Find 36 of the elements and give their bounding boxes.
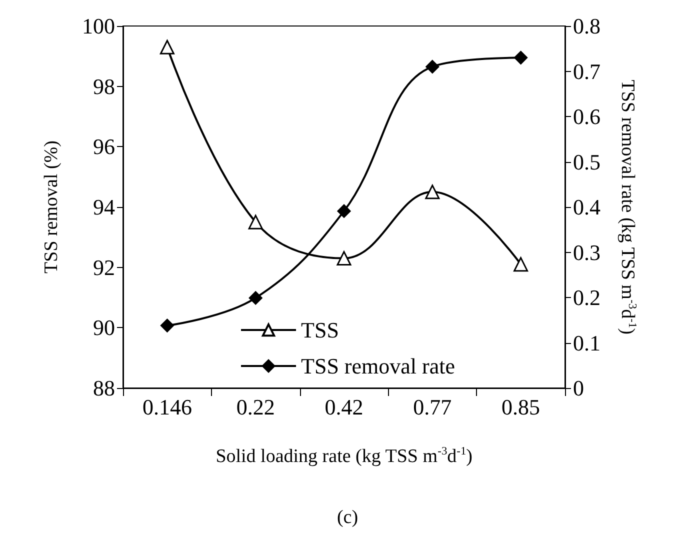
y-tick-label: 90 [93, 315, 115, 340]
point [425, 184, 440, 200]
y-tick-label: 98 [93, 74, 115, 99]
legend-label: TSS removal rate [301, 354, 455, 378]
y-tick-label: 94 [93, 194, 115, 220]
y-tick-label: 92 [93, 254, 115, 280]
y2-tick-label: 0.8 [573, 14, 600, 38]
x-tick-label: 0.146 [142, 394, 192, 420]
x-tick-label: 0.85 [502, 394, 540, 420]
y2-tick-label: 0.3 [573, 240, 600, 265]
x-tick-label: 0.77 [413, 394, 452, 420]
y2-tick-label: 0.5 [573, 149, 600, 174]
y2-tick-label: 0.7 [573, 58, 600, 84]
y2-axis-title: TSS removal rate (kg TSS m-3d-1) [616, 80, 638, 334]
point [426, 60, 440, 74]
legend-label: TSS [301, 318, 339, 342]
point [160, 318, 174, 332]
point [160, 40, 174, 54]
point [248, 214, 263, 230]
text: (c) [336, 507, 358, 528]
y2-tick-label: 0.1 [573, 330, 600, 356]
y-tick-label: 100 [82, 14, 115, 38]
point [336, 251, 352, 266]
point [337, 204, 351, 218]
y2-tick-label: 0.6 [573, 104, 600, 129]
y-tick-label: 88 [93, 376, 115, 400]
point [514, 50, 528, 64]
y-tick-label: 96 [93, 134, 115, 160]
y2-tick-label: 0.2 [573, 285, 600, 310]
point [514, 257, 528, 272]
y2-tick-label: 0 [573, 376, 584, 400]
x-tick-label: 0.42 [324, 394, 364, 420]
y2-tick-label: 0.4 [573, 194, 600, 220]
point [248, 291, 262, 305]
y-axis-title: TSS removal (%) [41, 140, 62, 274]
x-tick-label: 0.22 [236, 394, 275, 420]
